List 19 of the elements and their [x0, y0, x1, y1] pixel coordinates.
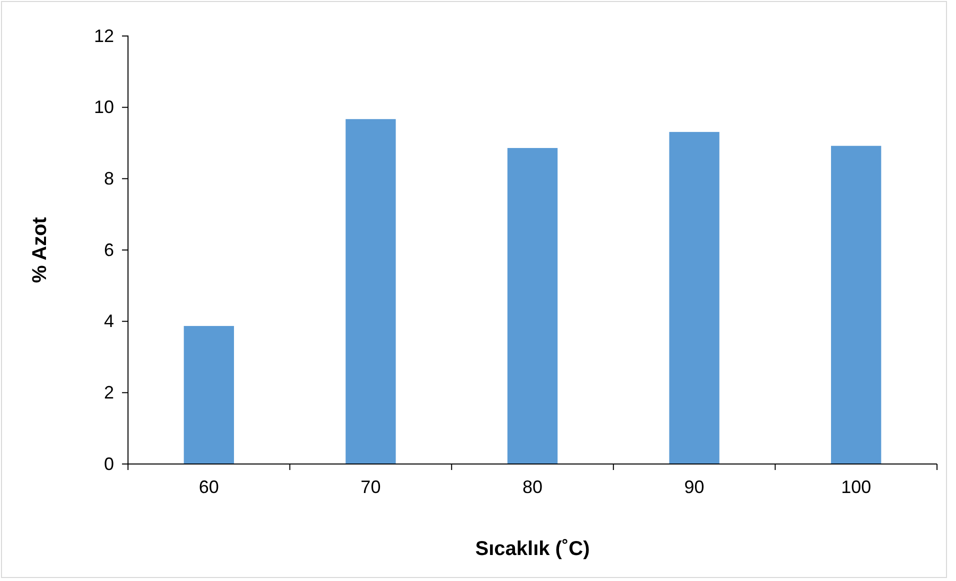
- x-tick-label: 80: [522, 476, 543, 497]
- y-tick-label: 8: [104, 168, 114, 188]
- bar: [507, 148, 558, 464]
- y-axis-title: % Azot: [29, 216, 51, 283]
- y-tick-label: 4: [104, 311, 114, 332]
- y-tick-label: 12: [94, 26, 114, 46]
- x-tick-label: 70: [360, 476, 381, 497]
- x-tick-label: 90: [684, 476, 704, 497]
- bar: [346, 119, 396, 464]
- bar: [831, 146, 882, 464]
- x-axis-title: Sıcaklık (˚C): [475, 538, 590, 560]
- y-tick-label: 6: [104, 240, 114, 260]
- y-tick-label: 0: [104, 454, 114, 474]
- bar: [669, 132, 720, 464]
- y-tick-label: 2: [104, 382, 114, 402]
- y-tick-label: 10: [94, 97, 114, 118]
- x-tick-label: 100: [841, 476, 872, 497]
- x-tick-label: 60: [198, 476, 219, 497]
- bar: [184, 326, 234, 464]
